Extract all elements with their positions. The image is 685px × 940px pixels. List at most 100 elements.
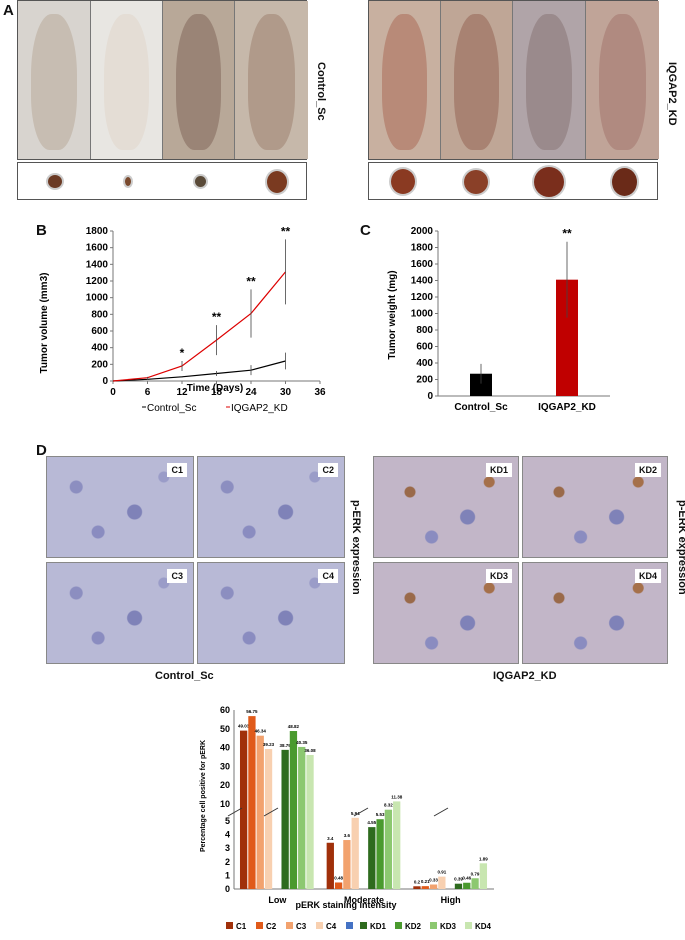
bar-c1-moderate bbox=[326, 842, 334, 889]
kd-photo-strip bbox=[368, 0, 659, 160]
ihc-tile-kd1: KD1 bbox=[373, 456, 519, 558]
data-label: 0.33 bbox=[429, 878, 438, 883]
panel-label-b: B bbox=[36, 222, 47, 239]
kd-tumor-strip bbox=[368, 162, 658, 200]
control-photo-strip bbox=[17, 0, 308, 160]
y-tick-label: 1800 bbox=[411, 243, 434, 254]
ihc-tile-kd4: KD4 bbox=[522, 562, 668, 664]
bar-c3-high bbox=[429, 884, 438, 889]
tumor-volume-chart: 0 200 400 600 800 1000 1200 1400 1600 1800 0 6 12 18 2… bbox=[39, 224, 326, 414]
bar-c4-moderate bbox=[351, 817, 359, 889]
x-tick-label: 30 bbox=[280, 387, 292, 398]
y-tick-label: 10 bbox=[220, 799, 230, 809]
y-tick-label: 0 bbox=[225, 884, 230, 894]
y-tick-label: 1000 bbox=[86, 293, 109, 304]
y-tick-label: 1400 bbox=[411, 276, 434, 287]
bar-kd1-high bbox=[454, 883, 463, 889]
panel-label-c: C bbox=[360, 222, 371, 239]
mouse-photo bbox=[513, 1, 586, 159]
legend-entry-control: Control_Sc bbox=[147, 403, 196, 414]
mouse-photo bbox=[235, 1, 308, 159]
legend-entry-kd: IQGAP2_KD bbox=[231, 403, 288, 414]
data-label: 0.91 bbox=[437, 870, 446, 875]
x-tick-label: 36 bbox=[314, 387, 326, 398]
legend-entry-c1: C1 bbox=[236, 922, 247, 931]
legend-entry-c2: C2 bbox=[266, 922, 277, 931]
x-tick-label: IQGAP2_KD bbox=[538, 402, 596, 413]
data-label: 0.46 bbox=[462, 876, 471, 881]
legend-entry-kd4: KD4 bbox=[475, 922, 492, 931]
bar-kd2-high bbox=[463, 882, 471, 889]
y-tick-label: 1200 bbox=[411, 292, 434, 303]
tile-label: KD2 bbox=[634, 463, 661, 477]
bar-kd2-low bbox=[289, 731, 298, 889]
tile-label: KD4 bbox=[634, 569, 661, 583]
y-tick-label: 800 bbox=[91, 309, 108, 320]
x-tick-label: 24 bbox=[245, 387, 257, 398]
tumor bbox=[391, 169, 415, 194]
y-tick-label: 1800 bbox=[86, 226, 109, 237]
y-tick-label: 800 bbox=[416, 325, 433, 336]
bar-c3-low bbox=[256, 735, 264, 889]
tumor bbox=[534, 167, 564, 197]
legend-entry-kd2: KD2 bbox=[405, 922, 422, 931]
bar-iqgap2-kd bbox=[556, 279, 578, 396]
legend-swatch bbox=[316, 922, 323, 929]
legend-entry-c4: C4 bbox=[326, 922, 337, 931]
axis-break-mark bbox=[227, 807, 243, 817]
bar-c3-moderate bbox=[343, 840, 351, 889]
significance-marker: ** bbox=[562, 227, 572, 241]
data-label: 39.23 bbox=[263, 742, 275, 747]
x-tick-label: 18 bbox=[211, 387, 223, 398]
axis-break-mark bbox=[263, 807, 279, 817]
tumor bbox=[195, 176, 206, 187]
data-label: 40.35 bbox=[296, 740, 308, 745]
data-label: 38.79 bbox=[280, 743, 292, 748]
axis-break-mark bbox=[433, 807, 449, 817]
series-line-kd bbox=[112, 271, 286, 382]
y-tick-label: 600 bbox=[91, 326, 108, 337]
control-label-vertical: Control_Sc bbox=[315, 62, 327, 121]
data-label: 3.6 bbox=[344, 833, 351, 838]
data-label: 46.34 bbox=[255, 729, 267, 734]
tile-label: KD1 bbox=[485, 463, 512, 477]
y-tick-label: 1600 bbox=[86, 243, 109, 254]
tile-label: C2 bbox=[318, 463, 338, 477]
y-tick-label: 50 bbox=[220, 724, 230, 734]
legend-swatch bbox=[360, 922, 367, 929]
bar-c1-high bbox=[413, 886, 421, 889]
bar-kd3-moderate bbox=[384, 809, 393, 889]
legend-entry-kd3: KD3 bbox=[440, 922, 457, 931]
significance-marker: * bbox=[180, 346, 185, 360]
y-tick-label: 200 bbox=[91, 359, 108, 370]
bar-c4-low bbox=[264, 749, 273, 889]
y-tick-label: 60 bbox=[220, 705, 230, 715]
y-tick-label: 20 bbox=[220, 780, 230, 790]
legend: Control_Sc IQGAP2_KD bbox=[142, 403, 288, 414]
bar-kd1-low bbox=[281, 749, 289, 889]
mouse-photo bbox=[163, 1, 235, 159]
data-label: 0.2 bbox=[414, 879, 421, 884]
tumor bbox=[612, 168, 637, 196]
mouse-photo bbox=[441, 1, 513, 159]
legend-swatch bbox=[226, 922, 233, 929]
legend-swatch bbox=[256, 922, 263, 929]
ihc-tile-c2: C2 bbox=[197, 456, 345, 558]
data-label: 1.89 bbox=[479, 856, 488, 861]
bar-kd2-moderate bbox=[376, 819, 384, 889]
data-label: 8.32 bbox=[384, 803, 393, 808]
ihc-tile-kd3: KD3 bbox=[373, 562, 519, 664]
data-label: 11.38 bbox=[391, 794, 403, 799]
perk-intensity-chart: 0 1 2 3 4 5 10 20 30 40 50 60 49.03 56.75 46.34 39.23 38… bbox=[200, 705, 494, 931]
tumor bbox=[48, 175, 62, 188]
data-label: 49.03 bbox=[238, 724, 250, 729]
mouse-photo bbox=[369, 1, 441, 159]
panel-label-d: D bbox=[36, 442, 47, 459]
y-tick-label: 3 bbox=[225, 843, 230, 853]
y-tick-label: 1000 bbox=[411, 309, 434, 320]
tile-label: C1 bbox=[167, 463, 187, 477]
mouse-photo bbox=[18, 1, 91, 159]
ihc-tile-c3: C3 bbox=[46, 562, 194, 664]
data-label: 0.48 bbox=[334, 875, 343, 880]
x-tick-label: Control_Sc bbox=[454, 402, 508, 413]
